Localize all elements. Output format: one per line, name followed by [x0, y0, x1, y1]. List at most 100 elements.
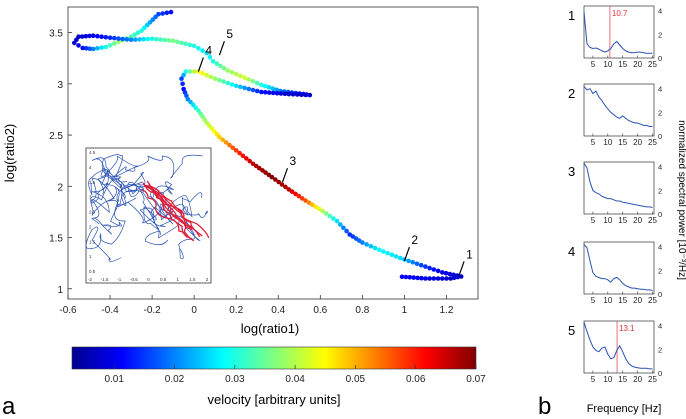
trajectory-point — [451, 275, 457, 281]
trajectory-point — [397, 255, 403, 261]
trajectory-point — [269, 174, 275, 180]
trajectory-point — [164, 10, 170, 16]
trajectory-point — [289, 189, 295, 194]
trajectory-point — [160, 11, 165, 16]
spectrum-index-label: 3 — [568, 164, 575, 179]
trajectory-point — [259, 89, 264, 95]
trajectory-point — [242, 85, 247, 91]
inset-plot: -2 -1.5 -1 -0.5 0 0.5 1 1.5 2 0.5 1 1.5 2 2.5 3 3.5 4 4.… — [85, 147, 212, 284]
spectrum-x-tick-label: 5 — [591, 296, 596, 305]
inset-trajectory-line — [88, 168, 144, 197]
trajectory-point — [150, 17, 156, 22]
spectrum-index-label: 2 — [568, 86, 575, 101]
colorbar-tick-label: 0.02 — [165, 374, 185, 385]
inset-y-tick-label: 3 — [89, 195, 92, 200]
main-x-axis-label: log(ratio1) — [241, 321, 300, 336]
y-tick-label: 1.5 — [49, 234, 63, 245]
spectrum-line — [583, 162, 653, 208]
trajectory-point — [158, 37, 163, 42]
inset-y-tick-label: 1 — [89, 254, 92, 259]
trajectory-point — [99, 45, 104, 50]
trajectory-point — [76, 43, 81, 48]
trajectory-point — [244, 156, 249, 161]
trajectory-point — [270, 90, 276, 96]
colorbar-gradient — [71, 346, 477, 370]
marker-label: 4 — [205, 44, 212, 58]
trajectory-point — [273, 177, 278, 182]
trajectory-point — [448, 276, 454, 281]
trajectory-point — [83, 46, 89, 51]
spectrum-x-tick-label: 15 — [618, 375, 627, 384]
spectrum-x-tick-label: 10 — [603, 138, 612, 147]
trajectory-point — [458, 274, 464, 279]
trajectory-point — [191, 43, 197, 49]
trajectory-point — [247, 158, 252, 164]
trajectory-point — [307, 92, 313, 98]
trajectory-point — [440, 270, 445, 275]
spectrum-x-tick-label: 5 — [591, 138, 596, 147]
inset-y-tick-label: 4.5 — [89, 150, 96, 155]
trajectory-point — [179, 76, 184, 81]
trajectory-point — [214, 61, 220, 66]
marker-pointer — [218, 40, 225, 56]
spectrum-x-tick-label: 15 — [618, 296, 627, 305]
spectrum-y-tick-label: 2 — [658, 186, 662, 195]
spectrum-x-tick-label: 20 — [633, 216, 642, 225]
trajectory-point — [274, 87, 279, 93]
y-tick-label: 2.5 — [49, 131, 63, 142]
trajectory-point — [196, 46, 201, 51]
trajectory-point — [210, 59, 216, 64]
trajectory-point — [435, 268, 441, 274]
trajectory-point — [124, 37, 130, 42]
spectrum-index-label: 1 — [568, 8, 575, 23]
inset-trajectory-line — [116, 190, 174, 246]
spectrum-x-tick-label: 5 — [591, 216, 596, 225]
spectrum-index-label: 5 — [568, 323, 575, 338]
spectrum-x-tick-label: 10 — [603, 60, 612, 69]
trajectory-point — [220, 137, 225, 143]
inset-frame — [85, 147, 212, 284]
trajectory-point — [399, 274, 405, 280]
trajectory-point — [418, 262, 424, 268]
inset-trajectory-line — [91, 186, 126, 235]
trajectory-point — [141, 36, 146, 42]
trajectory-point — [168, 9, 174, 15]
trajectory-point — [443, 270, 449, 276]
inset-y-tick-label: 1.5 — [89, 239, 96, 244]
trajectory-point — [149, 36, 155, 42]
trajectory-point — [227, 142, 232, 148]
inset-x-tick-label: 0 — [147, 277, 150, 282]
trajectory-point — [233, 83, 239, 89]
trajectory-point — [293, 191, 298, 197]
trajectory-point — [344, 228, 349, 234]
trajectory-point — [296, 193, 302, 199]
trajectory-point — [276, 179, 282, 185]
trajectory-point — [364, 242, 369, 247]
trajectory-point — [112, 41, 117, 46]
trajectory-point — [170, 38, 176, 44]
trajectory-point — [181, 72, 186, 78]
inset-y-tick-label: 2 — [89, 224, 92, 229]
trajectory-point — [274, 90, 280, 96]
trajectory-point — [427, 265, 432, 271]
trajectory-point — [323, 211, 329, 216]
x-tick-label: -0.6 — [59, 305, 77, 316]
trajectory-point — [385, 250, 390, 256]
panel-a-letter: a — [2, 393, 16, 419]
inset-x-tick-label: -2 — [88, 277, 92, 282]
trajectory-point — [99, 34, 104, 39]
spectrum-y-tick-label: 2 — [658, 30, 662, 39]
trajectory-point — [162, 37, 167, 43]
trajectory-point — [360, 240, 365, 245]
trajectory-point — [381, 249, 386, 254]
trajectory-point — [257, 165, 262, 171]
trajectory-point — [341, 225, 346, 231]
spectrum-x-tick-label: 25 — [648, 375, 657, 384]
trajectory-point — [76, 34, 81, 39]
trajectory-point — [191, 69, 197, 74]
spectrum-x-tick-label: 5 — [591, 60, 596, 69]
inset-mean-trajectory-line — [146, 180, 193, 231]
trajectory-point — [406, 258, 411, 264]
trajectory-point — [286, 91, 292, 97]
